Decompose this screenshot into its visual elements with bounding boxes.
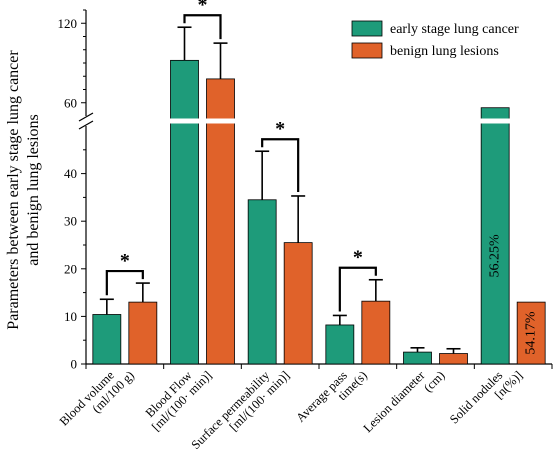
bar-value-label: 56.25% bbox=[488, 234, 503, 278]
bar-benign-lung-lesions bbox=[206, 78, 235, 365]
axis-break-mark bbox=[78, 120, 94, 130]
significance-bracket bbox=[261, 138, 300, 192]
bar-benign-lung-lesions bbox=[283, 242, 313, 365]
category-label: Lesion diameter bbox=[361, 368, 429, 436]
bar-benign-lung-lesions bbox=[128, 301, 158, 365]
bar-early-stage-lung-cancer bbox=[170, 59, 199, 365]
significance-marker: * bbox=[275, 118, 285, 140]
bar-benign-lung-lesions bbox=[361, 300, 391, 365]
significance-bracket bbox=[183, 14, 222, 40]
significance-marker: * bbox=[198, 0, 208, 16]
legend-label: early stage lung cancer bbox=[390, 22, 519, 37]
category-label: (cm) bbox=[421, 368, 448, 395]
bar-early-stage-lung-cancer bbox=[325, 324, 355, 365]
bar-value-label: 54.17% bbox=[524, 311, 539, 355]
y-axis-title: and benign lung lesions bbox=[25, 114, 42, 266]
y-tick-label: 20 bbox=[64, 261, 77, 276]
bar-early-stage-lung-cancer bbox=[403, 351, 432, 365]
y-tick-label: 10 bbox=[64, 309, 77, 324]
legend-swatch bbox=[351, 42, 383, 59]
y-tick-label: 120 bbox=[58, 16, 78, 31]
y-axis-title: Parameters between early stage lung canc… bbox=[5, 50, 22, 330]
significance-marker: * bbox=[353, 247, 363, 269]
bar-early-stage-lung-cancer bbox=[480, 107, 510, 365]
y-tick-label: 60 bbox=[64, 95, 77, 110]
bar-early-stage-lung-cancer bbox=[247, 199, 277, 365]
y-tick-label: 40 bbox=[64, 166, 77, 181]
y-tick-label: 0 bbox=[71, 357, 78, 372]
bar-benign-lung-lesions bbox=[516, 301, 546, 365]
significance-marker: * bbox=[120, 250, 130, 272]
legend-swatch bbox=[351, 20, 383, 37]
axis-break-band bbox=[87, 118, 552, 124]
bar-early-stage-lung-cancer bbox=[92, 314, 122, 365]
bar-benign-lung-lesions bbox=[439, 353, 468, 365]
axis-break-mark bbox=[78, 112, 94, 122]
significance-bracket bbox=[338, 266, 377, 312]
legend-label: benign lung lesions bbox=[390, 44, 499, 59]
y-tick-label: 30 bbox=[64, 214, 77, 229]
axis-break-gap bbox=[78, 116, 94, 126]
significance-bracket bbox=[105, 269, 144, 296]
